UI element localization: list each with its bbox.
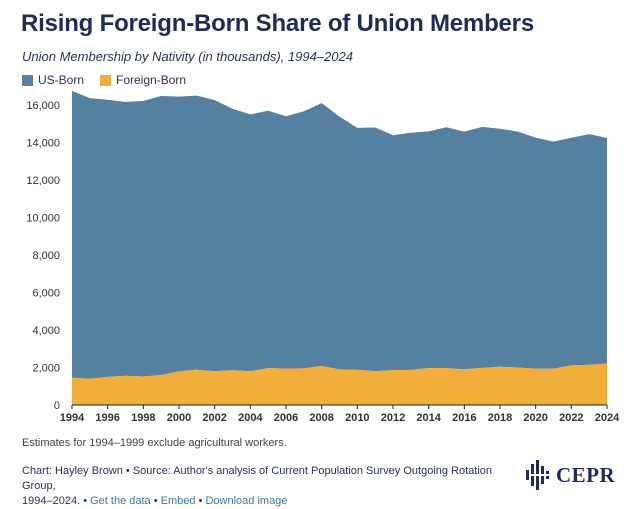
area-foreign-born: [72, 363, 607, 405]
x-tick-label: 2020: [523, 412, 547, 424]
credit-years: 1994–2024.: [22, 495, 81, 507]
credit-line-2: 1994–2024. • Get the data • Embed • Down…: [22, 494, 522, 509]
x-tick-label: 2012: [381, 412, 405, 424]
embed-link[interactable]: Embed: [160, 495, 196, 507]
y-tick-label: 0: [54, 400, 60, 412]
x-tick-label: 1996: [95, 412, 119, 424]
y-tick-label: 14,000: [26, 138, 60, 150]
chart-note: Estimates for 1994–1999 exclude agricult…: [22, 437, 287, 449]
x-tick-label: 1994: [60, 412, 85, 424]
legend-label-us-born: US-Born: [38, 73, 85, 87]
x-tick-label: 2002: [202, 412, 226, 424]
separator: •: [153, 495, 158, 507]
y-tick-label: 4,000: [32, 325, 60, 337]
x-tick-label: 1998: [131, 412, 155, 424]
area-us-born: [72, 90, 607, 379]
cepr-logo-text: CEPR: [556, 462, 616, 487]
x-tick-label: 2004: [238, 412, 263, 424]
cepr-logo-icon: [526, 460, 549, 490]
chart-credits: Chart: Hayley Brown • Source: Author's a…: [22, 464, 522, 509]
get-data-link[interactable]: Get the data: [90, 495, 151, 507]
y-tick-label: 2,000: [32, 363, 60, 375]
legend-swatch-foreign-born: [100, 74, 112, 86]
download-image-link[interactable]: Download image: [205, 495, 288, 507]
legend: US-Born Foreign-Born: [22, 73, 186, 87]
x-tick-label: 2024: [595, 412, 620, 424]
legend-item-foreign-born[interactable]: Foreign-Born: [100, 73, 186, 87]
x-tick-label: 2010: [345, 412, 369, 424]
x-tick-label: 2022: [559, 412, 583, 424]
x-tick-label: 2014: [416, 412, 441, 424]
y-tick-label: 6,000: [32, 288, 60, 300]
x-tick-label: 2000: [167, 412, 191, 424]
separator: •: [198, 495, 203, 507]
y-tick-label: 10,000: [26, 213, 60, 225]
area-chart: 0 2,000 4,000 6,000 8,000 10,000 12,000 14,000 1…: [26, 90, 620, 424]
separator: •: [83, 495, 88, 507]
x-tick-label: 2018: [488, 412, 512, 424]
x-tick-label: 2008: [309, 412, 333, 424]
cepr-logo[interactable]: CEPR: [526, 460, 615, 490]
credit-line-1: Chart: Hayley Brown • Source: Author's a…: [22, 465, 493, 492]
chart-title: Rising Foreign-Born Share of Union Membe…: [21, 10, 534, 37]
legend-swatch-us-born: [22, 74, 33, 86]
chart-subtitle: Union Membership by Nativity (in thousan…: [22, 49, 353, 64]
y-tick-label: 8,000: [32, 250, 60, 262]
x-tick-label: 2016: [452, 412, 476, 424]
y-tick-label: 16,000: [26, 100, 60, 112]
y-tick-label: 12,000: [26, 175, 60, 187]
legend-label-foreign-born: Foreign-Born: [116, 73, 187, 87]
x-tick-label: 2006: [274, 412, 298, 424]
legend-item-us-born[interactable]: US-Born: [22, 73, 84, 87]
